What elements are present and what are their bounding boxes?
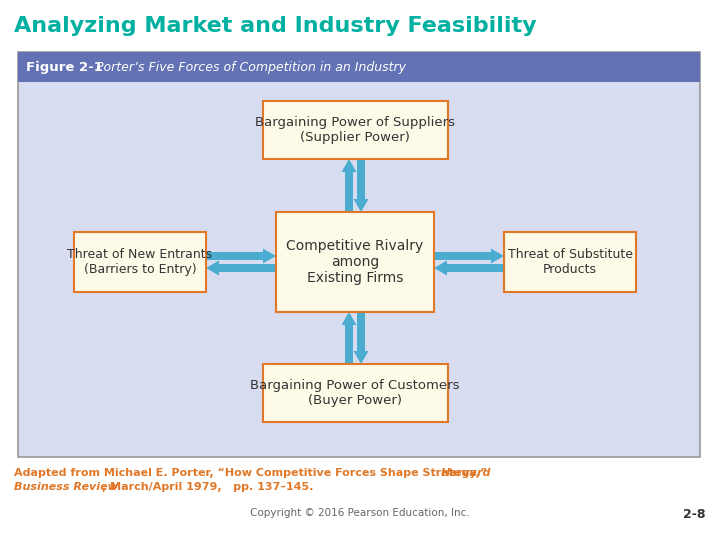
Text: Business Review: Business Review <box>14 482 118 492</box>
Text: Analyzing Market and Industry Feasibility: Analyzing Market and Industry Feasibilit… <box>14 16 536 36</box>
Text: Porter’s Five Forces of Competition in an Industry: Porter’s Five Forces of Competition in a… <box>88 60 406 73</box>
Text: , March/April 1979,   pp. 137–145.: , March/April 1979, pp. 137–145. <box>102 482 313 492</box>
Text: Figure 2-1: Figure 2-1 <box>26 60 103 73</box>
Text: Bargaining Power of Customers
(Buyer Power): Bargaining Power of Customers (Buyer Pow… <box>251 379 460 407</box>
Polygon shape <box>341 312 356 364</box>
Text: Competitive Rivalry
among
Existing Firms: Competitive Rivalry among Existing Firms <box>287 239 423 285</box>
Polygon shape <box>341 159 356 212</box>
FancyBboxPatch shape <box>74 232 206 292</box>
FancyBboxPatch shape <box>18 52 700 457</box>
FancyBboxPatch shape <box>504 232 636 292</box>
Polygon shape <box>354 312 369 364</box>
FancyBboxPatch shape <box>276 212 434 312</box>
FancyBboxPatch shape <box>18 52 700 82</box>
Text: Bargaining Power of Suppliers
(Supplier Power): Bargaining Power of Suppliers (Supplier … <box>255 116 455 144</box>
Text: Adapted from Michael E. Porter, “How Competitive Forces Shape Strategy,”: Adapted from Michael E. Porter, “How Com… <box>14 468 491 478</box>
Polygon shape <box>434 260 504 275</box>
Polygon shape <box>354 159 369 212</box>
Text: 2-8: 2-8 <box>683 508 705 521</box>
Polygon shape <box>206 260 276 275</box>
Text: Threat of Substitute
Products: Threat of Substitute Products <box>508 248 632 276</box>
Polygon shape <box>206 248 276 264</box>
Polygon shape <box>434 248 504 264</box>
Text: Harvard: Harvard <box>441 468 492 478</box>
FancyBboxPatch shape <box>263 364 448 422</box>
Text: Copyright © 2016 Pearson Education, Inc.: Copyright © 2016 Pearson Education, Inc. <box>250 508 470 518</box>
Text: Threat of New Entrants
(Barriers to Entry): Threat of New Entrants (Barriers to Entr… <box>68 248 212 276</box>
FancyBboxPatch shape <box>263 101 448 159</box>
